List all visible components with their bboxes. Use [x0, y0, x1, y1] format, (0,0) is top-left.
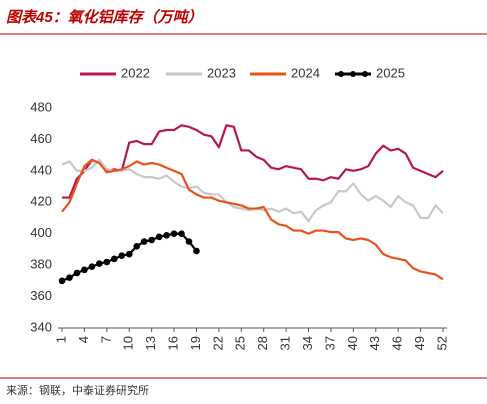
legend-marker [338, 71, 344, 77]
series-marker [185, 238, 193, 245]
x-tick-label: 16 [165, 336, 180, 350]
y-tick-label: 400 [30, 225, 52, 240]
series-marker [163, 231, 170, 239]
x-tick-label: 34 [300, 336, 315, 350]
x-tick-label: 7 [98, 336, 113, 343]
x-tick-label: 40 [345, 336, 360, 350]
series-marker [96, 260, 103, 267]
legend-marker [362, 71, 368, 77]
series-marker [81, 266, 88, 274]
series-marker [155, 233, 163, 241]
x-tick-label: 49 [412, 336, 427, 350]
series-marker [110, 255, 118, 263]
x-tick-label: 1 [53, 336, 68, 343]
y-tick-label: 340 [30, 319, 52, 334]
x-tick-label: 10 [121, 336, 136, 350]
legend-marker [350, 71, 356, 77]
series-marker [103, 258, 111, 266]
series-marker [58, 277, 66, 285]
y-tick-label: 440 [30, 162, 52, 177]
series-line [62, 124, 444, 199]
x-tick-label: 13 [143, 336, 158, 350]
x-tick-label: 52 [434, 336, 449, 350]
series-marker [133, 242, 141, 250]
series-marker [193, 247, 200, 255]
series-marker [178, 230, 185, 238]
x-tick-label: 19 [188, 336, 203, 350]
series-marker [140, 238, 148, 245]
series-marker [118, 252, 126, 260]
series-marker [73, 269, 81, 277]
series-marker [88, 263, 96, 271]
x-tick-label: 4 [76, 336, 91, 343]
chart-title: 图表45：氧化铝库存（万吨） [6, 8, 203, 26]
y-tick-label: 360 [30, 288, 52, 303]
legend-label: 2022 [121, 65, 150, 80]
x-tick-label: 28 [255, 336, 270, 350]
x-tick-label: 37 [322, 336, 337, 350]
x-tick-label: 22 [210, 336, 225, 350]
y-tick-label: 480 [30, 99, 52, 114]
x-tick-label: 46 [390, 336, 405, 350]
legend-label: 2025 [376, 65, 405, 80]
source: 来源：钢联，中泰证券研究所 [6, 383, 149, 397]
series-line [61, 158, 444, 281]
series-marker [66, 274, 73, 282]
y-tick-label: 460 [30, 131, 52, 146]
series-marker [125, 250, 133, 258]
x-tick-label: 43 [367, 336, 382, 350]
legend-label: 2024 [291, 65, 320, 80]
y-tick-label: 420 [30, 194, 52, 209]
series-marker [148, 236, 155, 244]
y-tick-label: 380 [30, 257, 52, 272]
legend-label: 2023 [207, 65, 236, 80]
series-marker [170, 230, 178, 238]
x-tick-label: 25 [233, 336, 248, 350]
x-tick-label: 31 [278, 336, 293, 350]
